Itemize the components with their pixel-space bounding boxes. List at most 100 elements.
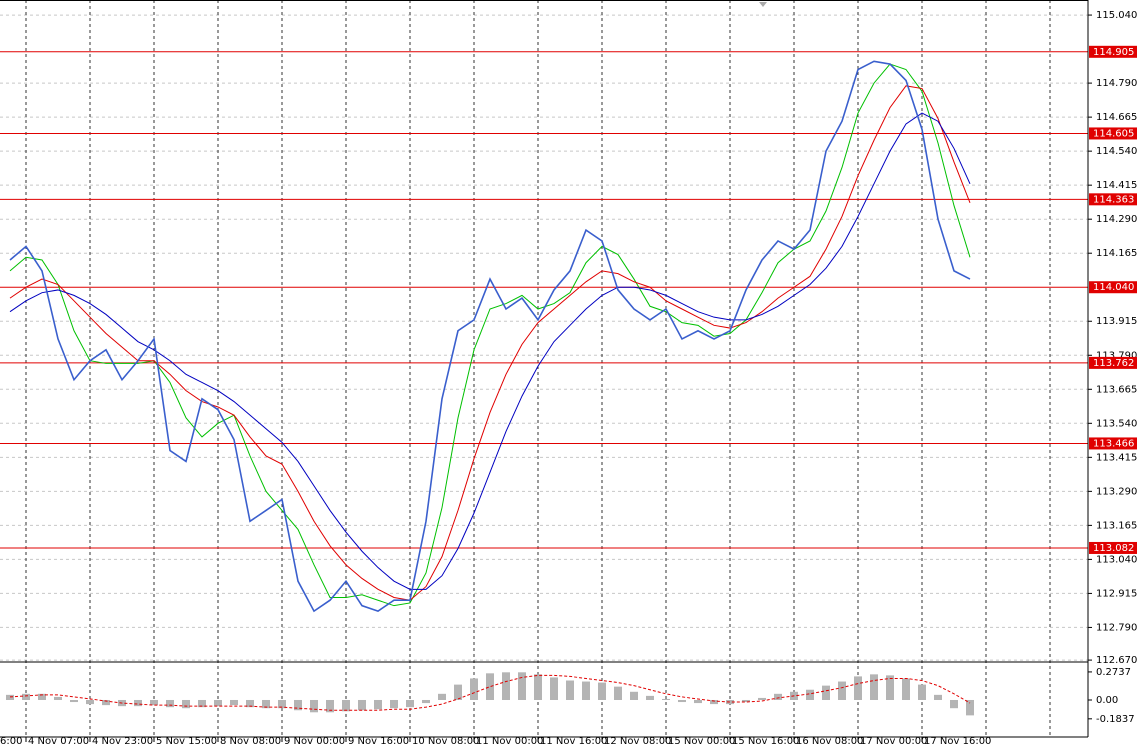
y-tick-label: 114.290 — [1096, 214, 1137, 225]
histogram-bar — [854, 676, 862, 700]
y-tick-label: 112.915 — [1096, 588, 1137, 599]
histogram-bar — [550, 677, 558, 700]
histogram-bar — [134, 699, 142, 707]
histogram-bar — [150, 699, 158, 706]
histogram-bar — [918, 684, 926, 700]
level-label-box — [1089, 281, 1137, 294]
histogram-bar — [966, 699, 974, 716]
histogram-bar — [646, 695, 654, 700]
level-label: 114.040 — [1093, 282, 1134, 293]
level-label: 113.762 — [1093, 358, 1134, 369]
histogram-bar — [726, 699, 734, 705]
y-tick-label: -0.1837 — [1096, 714, 1135, 725]
histogram-bar — [502, 672, 510, 700]
x-tick-label: 10 Nov 08:00 — [412, 736, 479, 747]
y-tick-label: 113.165 — [1096, 520, 1137, 531]
histogram-bar — [262, 699, 270, 709]
histogram-bar — [182, 699, 190, 709]
x-tick-label: 16 Nov 08:00 — [796, 736, 863, 747]
x-tick-label: 9 Nov 00:00 — [284, 736, 345, 747]
y-tick-label: 113.790 — [1096, 350, 1137, 361]
histogram-bar — [614, 686, 622, 700]
histogram-bar — [710, 699, 718, 705]
histogram-bar — [806, 689, 814, 700]
labels: 115.040 114.790 114.665 114.540 114.415 114.2… — [25, 10, 1137, 747]
histogram-bar — [822, 685, 830, 700]
level-label-box — [1089, 193, 1137, 206]
y-tick-label: 113.040 — [1096, 554, 1137, 565]
y-tick-label: 112.670 — [1096, 655, 1137, 666]
y-tick-label: 113.415 — [1096, 452, 1137, 463]
histogram-bar — [662, 698, 670, 700]
histogram-bar — [758, 697, 766, 700]
histogram-bar — [486, 673, 494, 700]
x-tick-label: 8 Nov 08:00 — [220, 736, 281, 747]
histogram-bar — [470, 678, 478, 700]
histogram-bar — [598, 682, 606, 700]
histogram-bar — [102, 699, 110, 706]
x-tick-label: 11 Nov 00:00 — [476, 736, 543, 747]
marks — [0, 51, 1088, 716]
histogram-bar — [902, 678, 910, 700]
y-tick-label: 0.2737 — [1096, 667, 1131, 678]
histogram-bar — [566, 680, 574, 700]
histogram-bar — [6, 694, 14, 700]
y-tick-label: 113.540 — [1096, 418, 1137, 429]
y-tick-label: 114.415 — [1096, 180, 1137, 191]
histogram-bar — [390, 699, 398, 709]
level-label: 114.905 — [1093, 47, 1134, 58]
histogram-bar — [70, 699, 78, 703]
moving-average — [9, 112, 971, 590]
y-tick-label: 113.915 — [1096, 316, 1137, 327]
histogram-bar — [358, 699, 366, 711]
x-tick-label: 11 Nov 16:00 — [540, 736, 607, 747]
price-line — [9, 60, 971, 613]
grid — [0, 0, 1088, 737]
x-tick-label: 17 Nov 16:00 — [924, 736, 991, 747]
x-tick-label: 15 Nov 16:00 — [732, 736, 799, 747]
y-tick-label: 0.00 — [1096, 695, 1118, 706]
histogram-bar — [342, 699, 350, 712]
histogram-bar — [214, 699, 222, 707]
shift-marker — [759, 2, 767, 7]
y-tick-label: 112.790 — [1096, 622, 1137, 633]
level-label-box — [1089, 541, 1137, 554]
histogram-bar — [310, 699, 318, 713]
histogram-bar — [438, 693, 446, 700]
histogram-bar — [86, 699, 94, 705]
histogram-bar — [838, 681, 846, 700]
histogram-bar — [934, 694, 942, 700]
moving-average — [9, 85, 971, 601]
histogram-bar — [422, 699, 430, 704]
histogram-bar — [22, 693, 30, 700]
histogram-bar — [694, 699, 702, 704]
y-tick-label: 114.165 — [1096, 248, 1137, 259]
x-tick-label: 12 Nov 08:00 — [604, 736, 671, 747]
level-label: 114.363 — [1093, 194, 1134, 205]
level-label: 113.466 — [1093, 438, 1134, 449]
y-tick-label: 114.665 — [1096, 112, 1137, 123]
histogram-bar — [774, 693, 782, 700]
histogram-bar — [54, 696, 62, 700]
y-tick-label: 115.040 — [1096, 10, 1137, 21]
histogram-bar — [534, 674, 542, 700]
y-tick-label: 114.790 — [1096, 78, 1137, 89]
level-label: 114.605 — [1093, 128, 1134, 139]
histogram-bar — [950, 699, 958, 709]
x-tick-label: 17 Nov 00:00 — [860, 736, 927, 747]
moving-average — [9, 63, 971, 607]
x-tick-label: 5 Nov 15:00 — [156, 736, 217, 747]
x-tick-label: 4 Nov 07:00 — [28, 736, 89, 747]
histogram-bar — [454, 684, 462, 700]
histogram-bar — [38, 693, 46, 700]
x-tick-label: 15 Nov 00:00 — [668, 736, 735, 747]
level-label-box — [1089, 356, 1137, 369]
histogram-bar — [294, 699, 302, 711]
histogram-bar — [198, 699, 206, 708]
histogram-bar — [406, 699, 414, 708]
y-tick-label: 113.665 — [1096, 384, 1137, 395]
level-label-box — [1089, 127, 1137, 140]
level-label: 113.082 — [1093, 543, 1134, 554]
level-label-box — [1089, 437, 1137, 450]
